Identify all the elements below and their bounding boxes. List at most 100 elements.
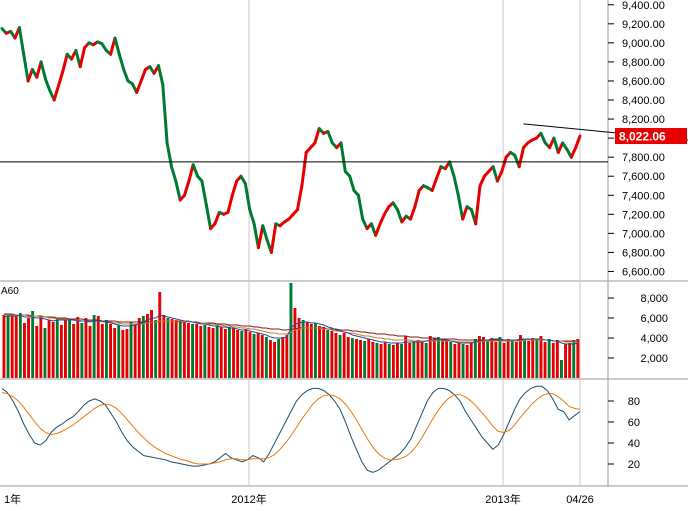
volume-bar xyxy=(441,340,444,378)
price-segment xyxy=(22,52,30,83)
price-segment xyxy=(200,179,208,207)
price-segment xyxy=(161,83,169,145)
volume-bar xyxy=(498,337,502,378)
volume-bar xyxy=(297,318,301,378)
volume-bar xyxy=(252,334,256,378)
volume-bar xyxy=(363,341,367,378)
volume-bar xyxy=(387,344,391,378)
price-tick-label: 9,400.00 xyxy=(622,0,665,12)
volume-legend-fragment: A60 xyxy=(1,286,19,297)
price-y-axis: 9,400.00 9,200.00 9,000.00 8,800.00 8,600.00… xyxy=(608,0,687,278)
volume-bar xyxy=(330,331,334,378)
volume-bar xyxy=(502,343,506,378)
x-tick-label: 2012年 xyxy=(231,492,266,506)
volume-bar xyxy=(342,333,346,378)
oscillator-tick-label: 40 xyxy=(628,438,640,450)
volume-bar xyxy=(31,311,35,378)
volume-bar xyxy=(150,310,153,378)
oscillator-series xyxy=(1,385,581,473)
oscillator-y-axis: 80 60 40 20 xyxy=(608,396,640,471)
price-segment xyxy=(170,165,178,183)
volume-bar xyxy=(506,339,510,378)
volume-bar xyxy=(473,339,477,378)
price-tick-label: 8,600.00 xyxy=(622,76,665,88)
volume-tick-label: 6,000 xyxy=(640,313,668,325)
volume-bar xyxy=(346,337,350,378)
price-tick-label: 9,200.00 xyxy=(622,19,665,31)
price-segment xyxy=(339,141,347,173)
volume-bar xyxy=(309,324,313,378)
volume-bar xyxy=(64,319,67,378)
price-segment xyxy=(300,150,308,188)
price-segment xyxy=(409,205,417,221)
vertical-gridlines xyxy=(248,0,581,486)
volume-bar xyxy=(314,323,317,378)
volume-bar xyxy=(383,342,387,378)
volume-bar xyxy=(326,330,330,378)
price-segment xyxy=(552,136,560,154)
volume-bar xyxy=(428,336,432,378)
price-segment xyxy=(269,222,278,254)
volume-bar xyxy=(490,338,494,378)
price-segment xyxy=(261,224,269,242)
volume-bar xyxy=(14,315,18,378)
volume-bar xyxy=(166,318,170,378)
volume-bar xyxy=(191,324,194,378)
volume-bar xyxy=(84,318,88,378)
price-tick-label: 6,600.00 xyxy=(622,266,665,278)
volume-bar xyxy=(219,327,223,378)
x-tick-label: 1年 xyxy=(4,492,21,506)
volume-bar xyxy=(404,336,408,378)
price-tick-label: 8,400.00 xyxy=(622,95,665,107)
volume-bar xyxy=(215,326,219,378)
volume-bar xyxy=(39,316,43,378)
price-segment xyxy=(157,64,165,87)
price-tick-label: 8,200.00 xyxy=(622,114,665,126)
price-tick-label: 7,000.00 xyxy=(622,228,665,240)
price-segment xyxy=(374,222,382,237)
volume-bar xyxy=(514,342,518,378)
volume-bar xyxy=(519,335,522,378)
x-axis: 1年 2012年 2013年 04/26 xyxy=(4,492,594,506)
price-segment xyxy=(39,60,47,81)
volume-tick-label: 4,000 xyxy=(640,333,668,345)
volume-bar xyxy=(293,308,297,378)
volume-bar xyxy=(35,326,39,378)
volume-bar xyxy=(133,324,137,378)
volume-bar xyxy=(367,339,371,378)
volume-bar xyxy=(203,325,207,378)
last-price-label: 8,022.06 xyxy=(619,130,666,144)
volume-bar xyxy=(248,332,252,378)
volume-bar xyxy=(289,283,293,378)
price-segment xyxy=(113,36,121,56)
volume-bar xyxy=(322,327,326,378)
volume-bar xyxy=(240,331,244,378)
price-segment xyxy=(117,52,126,71)
price-segment xyxy=(478,174,486,188)
volume-bar xyxy=(420,342,424,378)
price-segment xyxy=(378,212,386,226)
volume-bar xyxy=(510,340,514,378)
volume-bar xyxy=(350,338,354,378)
volume-bar xyxy=(76,317,80,378)
price-tick-label: 7,600.00 xyxy=(622,171,665,183)
volume-bar xyxy=(379,344,383,378)
volume-bar xyxy=(301,320,305,378)
volume-bar xyxy=(174,320,178,378)
volume-bar xyxy=(113,328,117,378)
price-segment xyxy=(204,203,213,231)
volume-bar xyxy=(359,340,362,378)
volume-bar xyxy=(88,326,92,378)
price-segment xyxy=(574,134,582,150)
price-segment xyxy=(500,155,508,173)
volume-bar xyxy=(453,344,457,378)
price-segment xyxy=(61,52,69,73)
volume-bar xyxy=(264,337,268,378)
price-tick-label: 9,000.00 xyxy=(622,38,665,50)
price-segment xyxy=(396,208,404,224)
volume-bar xyxy=(547,339,551,378)
price-tick-label: 6,800.00 xyxy=(622,247,665,259)
x-tick-label: 2013年 xyxy=(485,492,520,506)
price-panel-frame xyxy=(0,0,608,281)
volume-bar xyxy=(449,342,453,378)
